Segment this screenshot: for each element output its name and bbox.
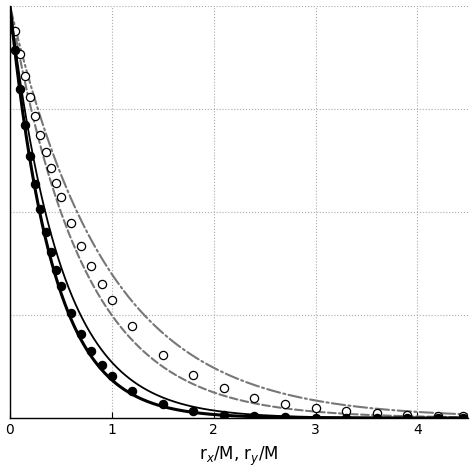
Point bbox=[342, 408, 350, 415]
Point bbox=[21, 73, 29, 80]
Point bbox=[67, 309, 75, 316]
Point bbox=[190, 407, 197, 415]
Point bbox=[403, 414, 411, 422]
Point bbox=[21, 121, 29, 128]
Point bbox=[57, 193, 64, 201]
Point bbox=[88, 347, 95, 355]
Point bbox=[220, 384, 228, 392]
Point bbox=[460, 414, 467, 422]
Point bbox=[281, 413, 289, 421]
Point bbox=[128, 387, 136, 395]
Point bbox=[16, 86, 24, 93]
Point bbox=[159, 401, 166, 408]
Point bbox=[373, 410, 381, 417]
Point bbox=[159, 351, 166, 359]
Point bbox=[32, 112, 39, 120]
Point bbox=[27, 93, 34, 100]
Point bbox=[312, 414, 319, 421]
Point bbox=[36, 131, 44, 138]
Point bbox=[220, 411, 228, 419]
Point bbox=[27, 153, 34, 160]
Point bbox=[403, 411, 411, 419]
Point bbox=[42, 228, 49, 236]
Point bbox=[32, 181, 39, 188]
Point bbox=[42, 148, 49, 155]
Point bbox=[11, 27, 19, 34]
Point bbox=[460, 413, 467, 420]
Point bbox=[98, 361, 105, 368]
Point bbox=[98, 280, 105, 288]
Point bbox=[52, 266, 60, 273]
Point bbox=[108, 296, 116, 304]
Point bbox=[251, 394, 258, 401]
Point bbox=[77, 242, 85, 250]
Point bbox=[434, 412, 442, 419]
Point bbox=[67, 219, 75, 227]
Point bbox=[16, 50, 24, 58]
X-axis label: r$_x$/M, r$_y$/M: r$_x$/M, r$_y$/M bbox=[200, 445, 279, 468]
Point bbox=[251, 412, 258, 420]
Point bbox=[47, 248, 55, 255]
Point bbox=[128, 322, 136, 330]
Point bbox=[281, 400, 289, 408]
Point bbox=[312, 404, 319, 412]
Point bbox=[108, 372, 116, 379]
Point bbox=[57, 282, 64, 290]
Point bbox=[52, 179, 60, 187]
Point bbox=[373, 414, 381, 422]
Point bbox=[342, 414, 350, 421]
Point bbox=[47, 164, 55, 172]
Point bbox=[36, 206, 44, 213]
Point bbox=[11, 46, 19, 54]
Point bbox=[88, 263, 95, 270]
Point bbox=[190, 371, 197, 378]
Point bbox=[434, 414, 442, 422]
Point bbox=[77, 330, 85, 338]
